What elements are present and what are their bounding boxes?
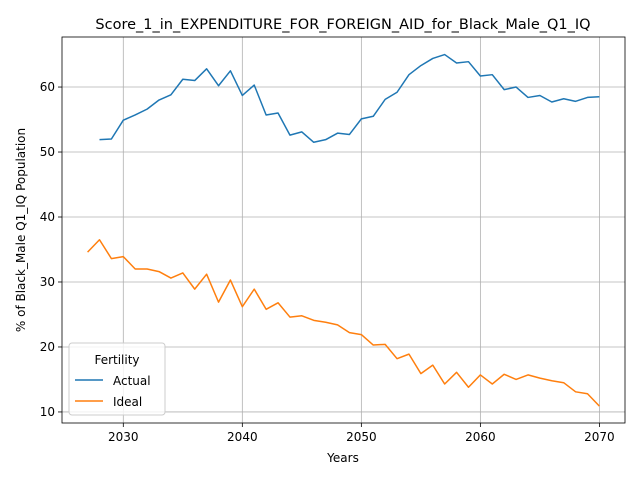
x-tick-label: 2050 bbox=[346, 430, 377, 444]
y-axis-label: % of Black_Male Q1_IQ Population bbox=[14, 128, 28, 332]
legend: Fertility Actual Ideal bbox=[68, 342, 166, 416]
y-axis: 10 20 30 40 50 60 bbox=[40, 80, 62, 419]
legend-title: Fertility bbox=[94, 353, 139, 367]
y-tick-label: 60 bbox=[40, 80, 55, 94]
y-tick-label: 10 bbox=[40, 405, 55, 419]
y-tick-label: 30 bbox=[40, 275, 55, 289]
y-tick-label: 20 bbox=[40, 340, 55, 354]
x-tick-label: 2060 bbox=[465, 430, 496, 444]
x-tick-label: 2030 bbox=[108, 430, 139, 444]
y-tick-label: 50 bbox=[40, 145, 55, 159]
series-line-ideal bbox=[87, 239, 600, 407]
plot-frame bbox=[61, 36, 626, 424]
grid-lines bbox=[62, 37, 625, 423]
legend-label-ideal: Ideal bbox=[113, 395, 142, 409]
legend-label-actual: Actual bbox=[113, 374, 151, 388]
legend-box bbox=[68, 342, 166, 416]
x-axis-label: Years bbox=[326, 451, 359, 465]
chart-title: Score_1_in_EXPENDITURE_FOR_FOREIGN_AID_f… bbox=[95, 17, 590, 33]
x-tick-label: 2070 bbox=[584, 430, 615, 444]
x-tick-label: 2040 bbox=[227, 430, 258, 444]
x-axis: 2030 2040 2050 2060 2070 bbox=[108, 423, 615, 444]
y-tick-label: 40 bbox=[40, 210, 55, 224]
series-line-actual bbox=[99, 53, 600, 144]
series-lines bbox=[87, 53, 600, 407]
